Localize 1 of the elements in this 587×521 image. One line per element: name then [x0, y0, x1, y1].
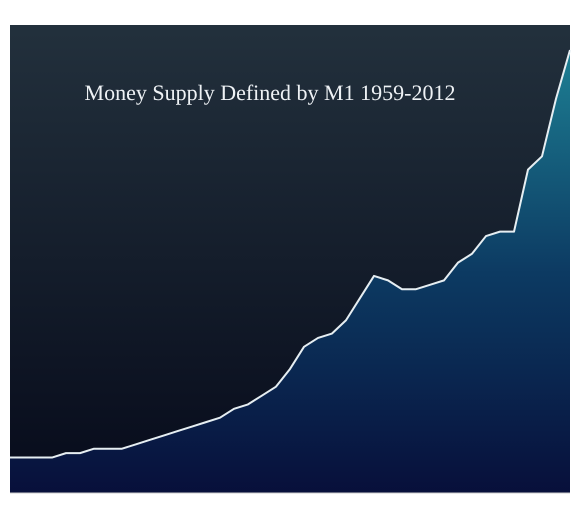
text: Money Supply Defined by M1 1959-2012 — [84, 80, 456, 105]
